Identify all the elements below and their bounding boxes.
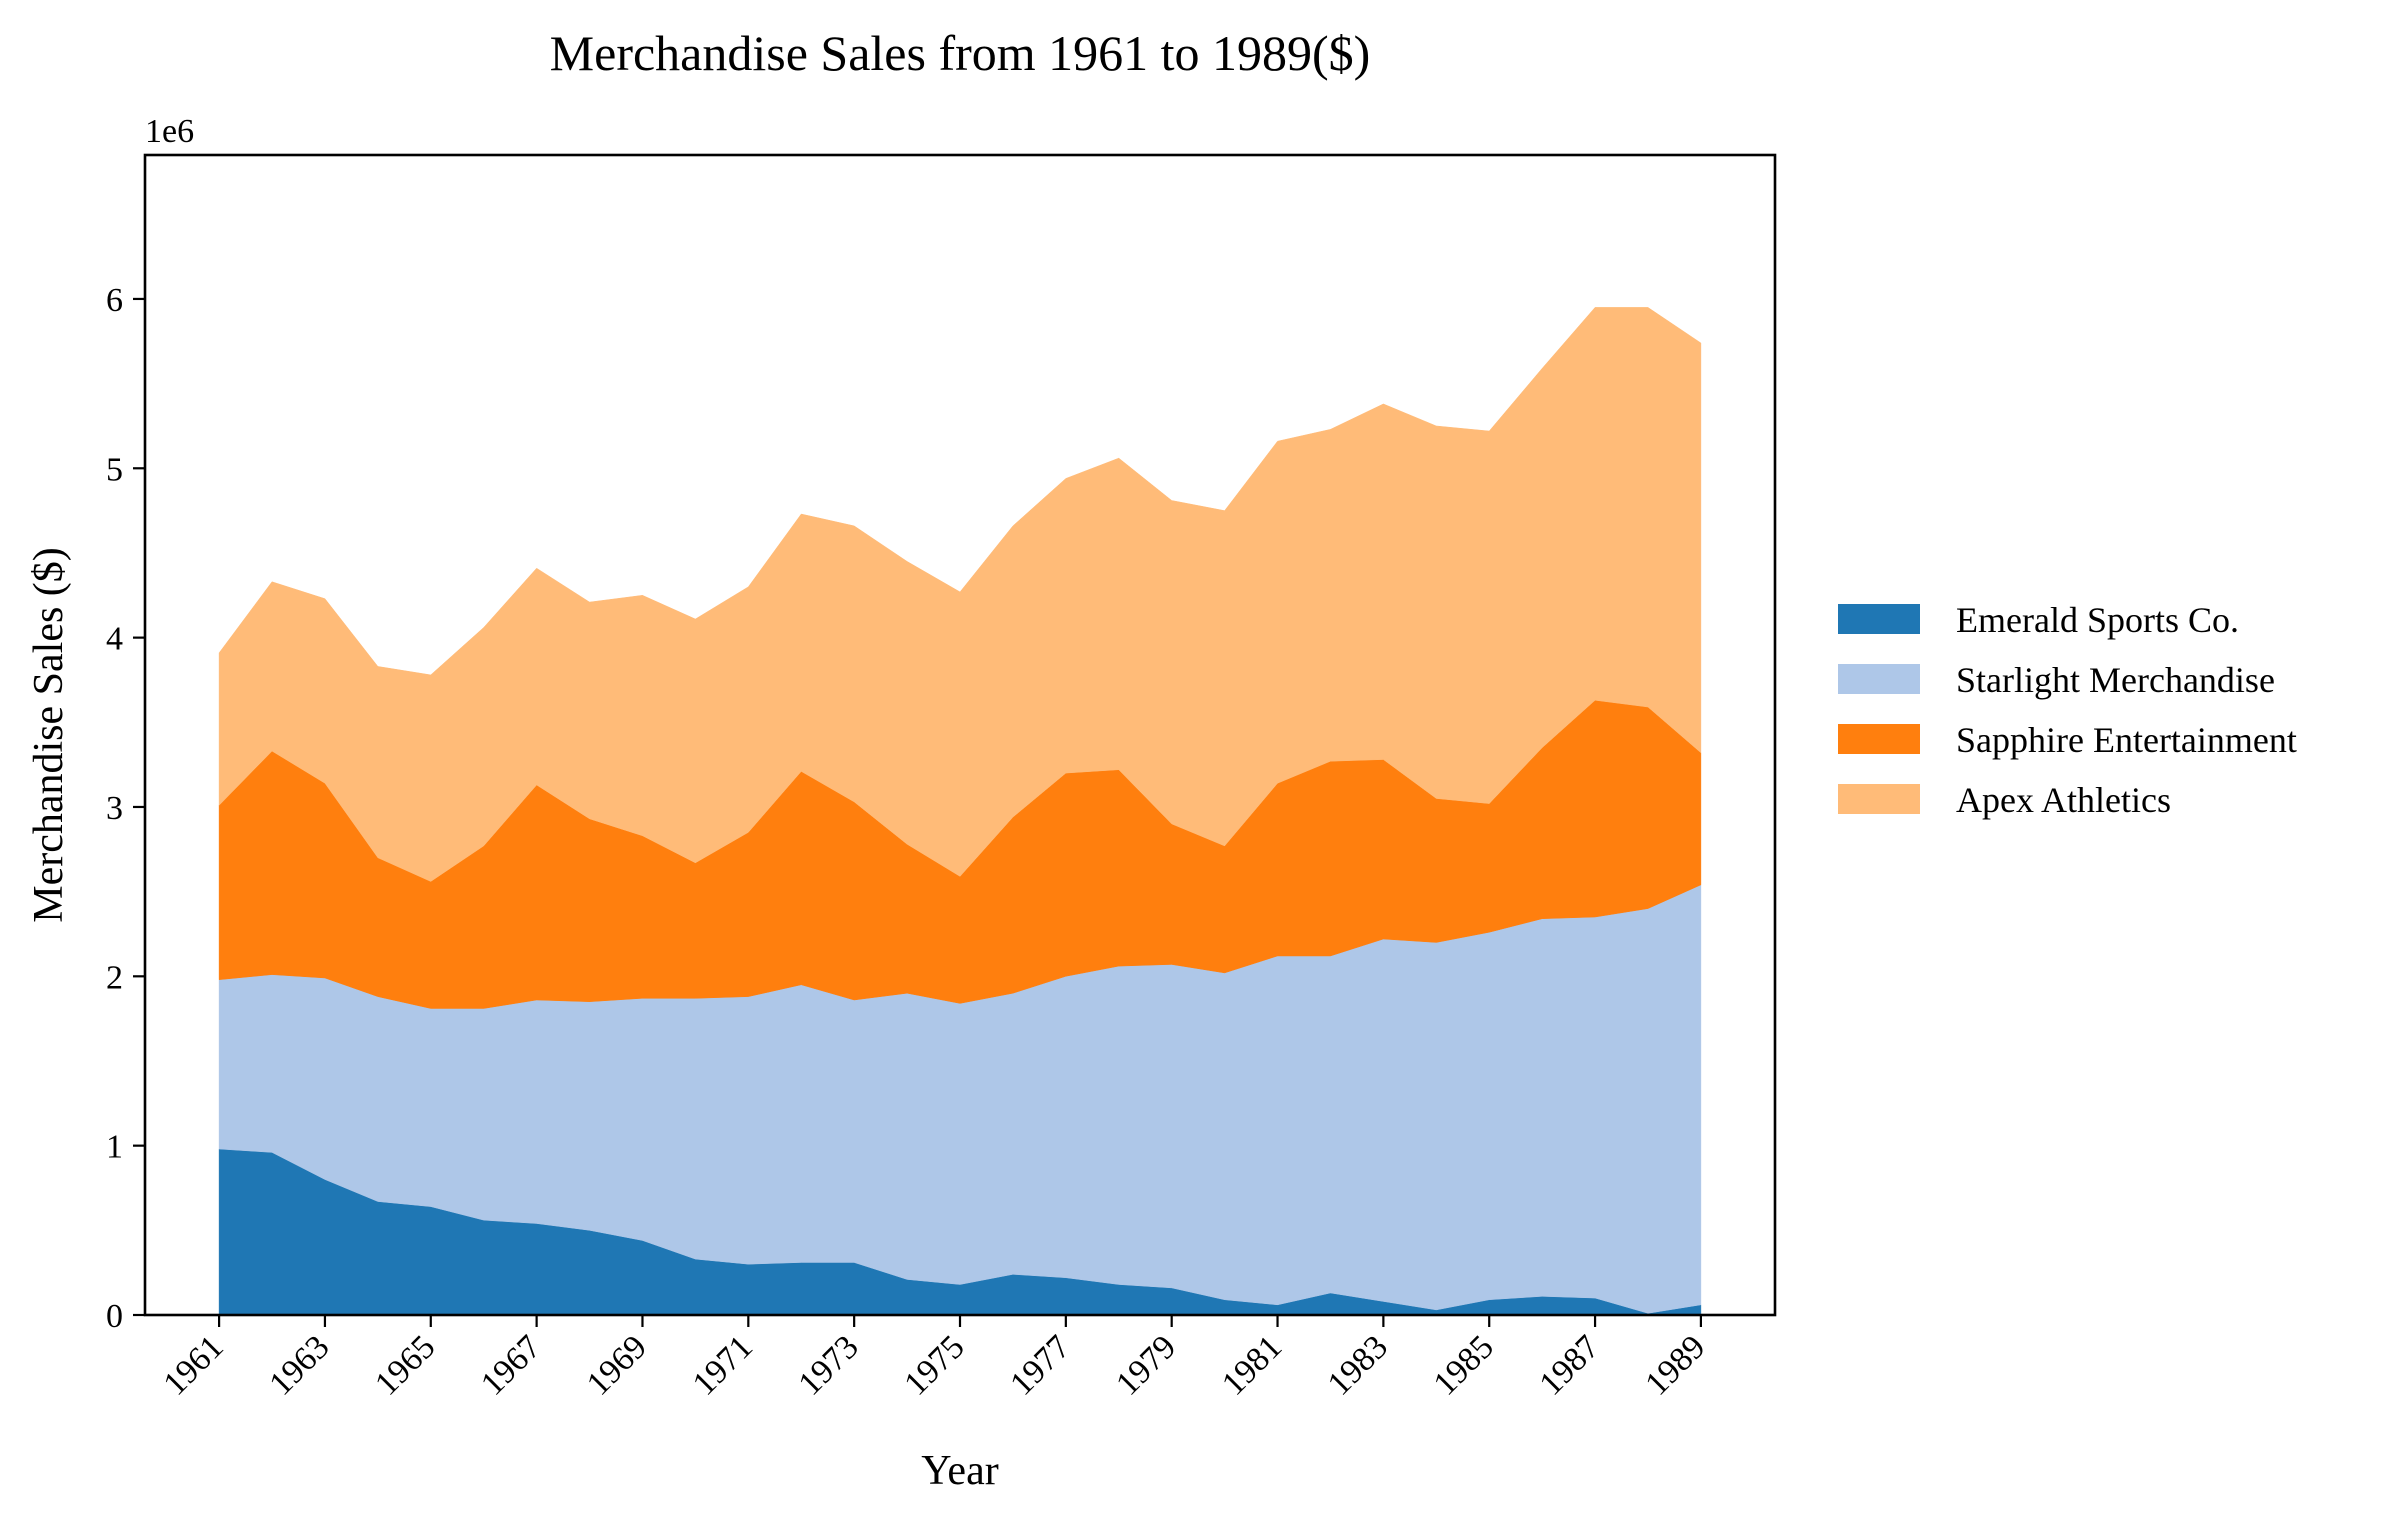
x-tick-label: 1985 (1427, 1328, 1501, 1402)
y-tick-label: 6 (106, 282, 123, 319)
x-tick-label: 1961 (157, 1328, 231, 1402)
x-tick-label: 1969 (580, 1328, 654, 1402)
legend-label: Emerald Sports Co. (1956, 600, 2239, 640)
chart-title: Merchandise Sales from 1961 to 1989($) (550, 25, 1371, 81)
x-tick-label: 1967 (474, 1328, 548, 1402)
legend-swatch (1838, 784, 1920, 814)
legend-swatch (1838, 664, 1920, 694)
legend-swatch (1838, 724, 1920, 754)
x-tick-label: 1989 (1638, 1328, 1712, 1402)
legend-swatch (1838, 604, 1920, 634)
x-tick-label: 1981 (1215, 1328, 1289, 1402)
x-tick-label: 1971 (686, 1328, 760, 1402)
x-tick-label: 1983 (1321, 1328, 1395, 1402)
x-tick-label: 1987 (1532, 1328, 1606, 1402)
x-tick-label: 1979 (1109, 1328, 1183, 1402)
y-offset-label: 1e6 (145, 113, 194, 150)
plot-frame (143, 153, 1777, 1317)
area-series-3 (218, 307, 1702, 882)
y-tick-label: 1 (106, 1129, 123, 1166)
y-tick-label: 2 (106, 959, 123, 996)
y-axis-label: Merchandise Sales ($) (26, 547, 72, 923)
x-tick-label: 1975 (897, 1328, 971, 1402)
legend: Emerald Sports Co. Starlight Merchandise S… (1838, 600, 2297, 820)
y-tick-label: 5 (106, 451, 123, 488)
x-axis-label: Year (921, 1448, 998, 1494)
x-tick-label: 1963 (262, 1328, 336, 1402)
x-tick-label: 1977 (1003, 1328, 1077, 1402)
legend-label: Starlight Merchandise (1956, 660, 2275, 700)
y-tick-label: 0 (106, 1298, 123, 1335)
legend-label: Apex Athletics (1956, 780, 2171, 820)
legend-label: Sapphire Entertainment (1956, 720, 2297, 760)
y-tick-label: 4 (106, 621, 123, 658)
x-tick-label: 1973 (792, 1328, 866, 1402)
areas-layer (218, 307, 1702, 1316)
y-tick-label: 3 (106, 790, 123, 827)
x-tick-label: 1965 (368, 1328, 442, 1402)
